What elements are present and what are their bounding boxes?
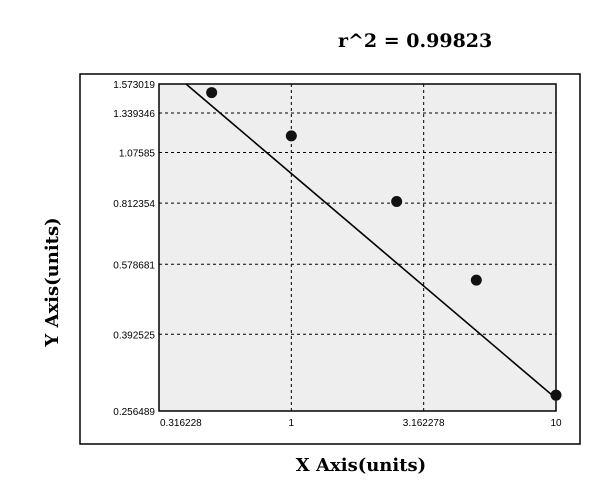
x-tick-label: 1 [289,418,295,429]
y-tick-label: 1.07585 [119,148,156,159]
data-point [470,274,482,286]
x-tick-label: 3.162278 [403,418,445,429]
y-tick-label: 1.339346 [113,109,155,120]
data-point [391,195,403,207]
y-tick-label: 0.812354 [113,199,155,210]
data-point [285,130,297,142]
y-tick-label: 0.392525 [113,330,155,341]
x-tick-label: 0.316228 [160,418,202,429]
x-tick-label: 10 [550,418,562,429]
data-point [206,87,218,99]
y-axis-title: Y Axis(units) [42,217,63,347]
r-squared-label: r^2 = 0.99823 [338,30,492,52]
y-tick-label: 0.578681 [113,260,155,271]
plot-area [158,83,557,412]
fit-layer [185,83,557,400]
y-tick-label: 1.573019 [113,80,155,91]
tick-labels: 0.316228 1 3.162278 10 1.573019 1.339346 1.075… [113,80,562,429]
x-axis-title: X Axis(units) [296,455,426,476]
fit-line [185,83,557,400]
data-points [206,87,562,401]
y-tick-label: 0.256489 [113,407,155,418]
data-point [550,389,562,401]
